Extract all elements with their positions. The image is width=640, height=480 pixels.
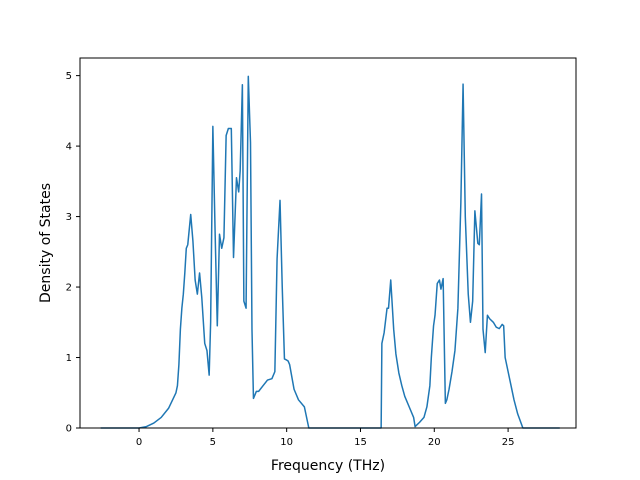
x-tick-label: 25 — [502, 437, 515, 448]
x-tick-label: 10 — [280, 437, 293, 448]
y-tick-label: 1 — [66, 353, 72, 364]
x-tick-label: 15 — [354, 437, 367, 448]
y-tick-label: 5 — [66, 71, 72, 82]
x-tick-label: 5 — [210, 437, 216, 448]
x-axis-label: Frequency (THz) — [271, 458, 385, 474]
y-tick-label: 4 — [66, 142, 72, 153]
y-axis-label: Density of States — [38, 183, 54, 303]
y-tick-label: 3 — [66, 212, 72, 223]
x-tick-label: 0 — [136, 437, 142, 448]
x-tick-label: 20 — [428, 437, 441, 448]
plot-area — [80, 58, 576, 428]
y-tick-label: 2 — [66, 283, 72, 294]
y-tick-label: 0 — [66, 424, 72, 435]
axes-frame — [79, 57, 577, 429]
